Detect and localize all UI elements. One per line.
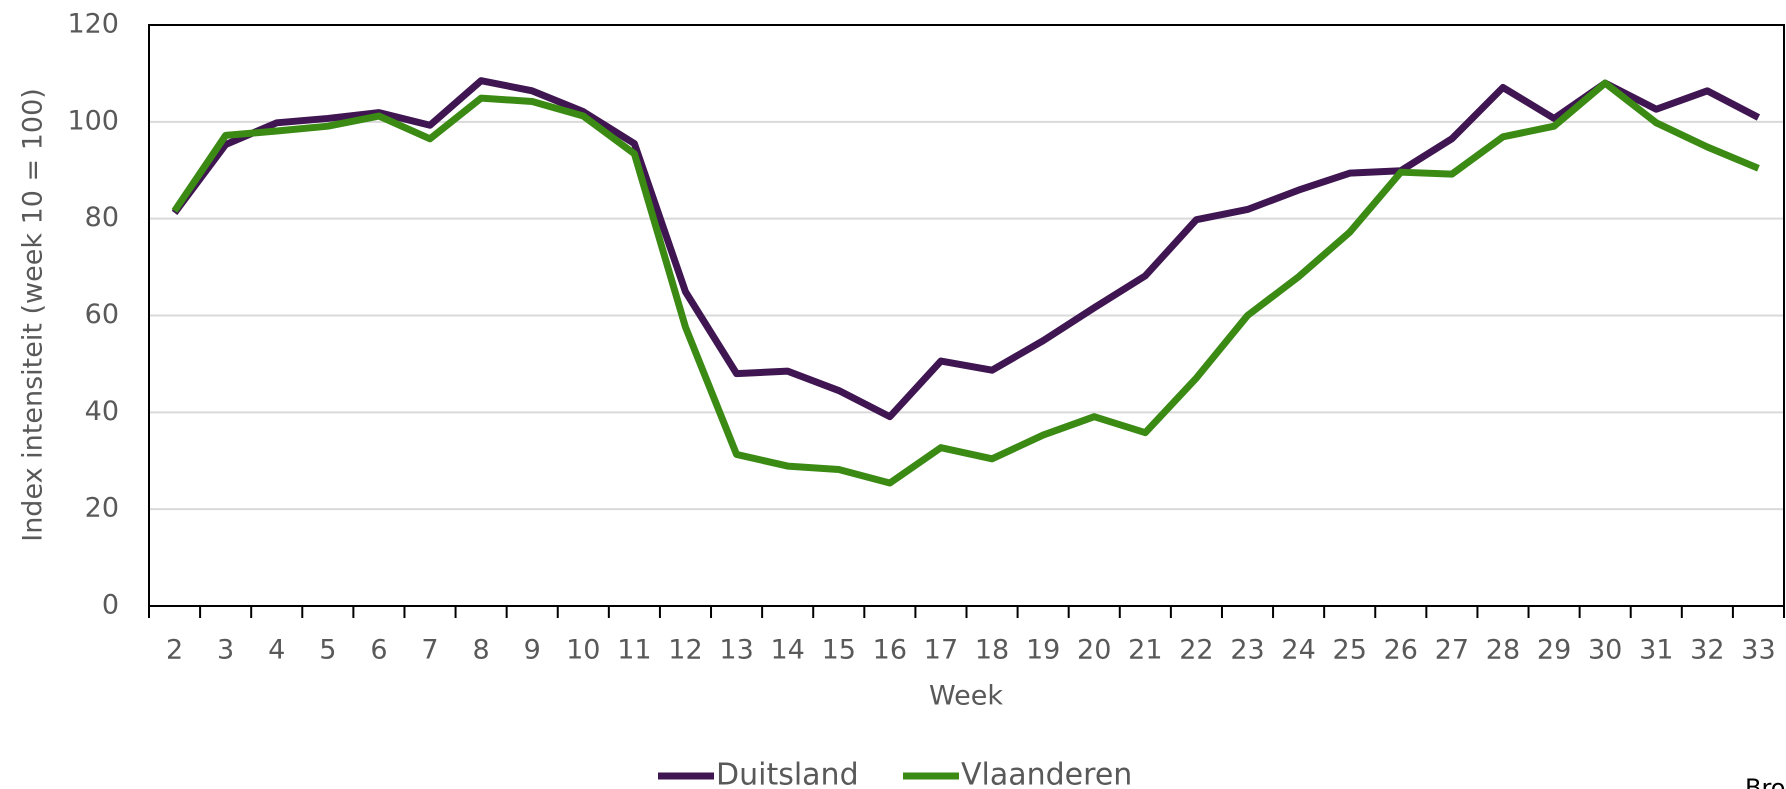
line-series xyxy=(171,79,1760,487)
x-tick-label: 31 xyxy=(1639,635,1673,666)
x-tick-label: 24 xyxy=(1281,635,1315,666)
x-tick-label: 2 xyxy=(166,635,183,666)
x-tick-label: 29 xyxy=(1537,635,1571,666)
x-tick-label: 18 xyxy=(975,635,1009,666)
x-tick-label: 33 xyxy=(1741,635,1775,666)
x-tick-label: 25 xyxy=(1333,635,1367,666)
x-tick-label: 11 xyxy=(617,635,651,666)
legend-label: Vlaanderen xyxy=(961,758,1132,789)
y-tick-label: 40 xyxy=(85,396,119,427)
x-tick-label: 19 xyxy=(1026,635,1060,666)
x-tick-label: 9 xyxy=(524,635,541,666)
x-tick-label: 26 xyxy=(1384,635,1418,666)
x-tick-label: 14 xyxy=(770,635,804,666)
x-tick-label: 7 xyxy=(421,635,438,666)
x-tick-label: 21 xyxy=(1128,635,1162,666)
x-tick-label: 28 xyxy=(1486,635,1520,666)
x-tick-label: 12 xyxy=(668,635,702,666)
y-tick-label: 80 xyxy=(85,202,119,233)
x-tick-label: 16 xyxy=(873,635,907,666)
x-tick-label: 3 xyxy=(217,635,234,666)
legend-label: Duitsland xyxy=(716,758,859,789)
line-series xyxy=(171,77,1761,421)
x-tick-label: 32 xyxy=(1690,635,1724,666)
x-axis-title: Week xyxy=(929,681,1003,712)
x-tick-label: 6 xyxy=(370,635,387,666)
x-tick-label: 8 xyxy=(473,635,490,666)
x-tick-label: 17 xyxy=(924,635,958,666)
y-tick-label: 0 xyxy=(102,590,119,621)
x-tick-label: 27 xyxy=(1435,635,1469,666)
x-tick-label: 5 xyxy=(319,635,336,666)
x-tick-label: 22 xyxy=(1179,635,1213,666)
x-tick-label: 23 xyxy=(1230,635,1264,666)
x-tick-label: 20 xyxy=(1077,635,1111,666)
y-tick-label: 100 xyxy=(67,105,119,136)
source-note: Bro xyxy=(1745,774,1786,789)
y-tick-label: 60 xyxy=(85,299,119,330)
y-tick-label: 120 xyxy=(67,9,119,40)
x-tick-label: 30 xyxy=(1588,635,1622,666)
x-tick-label: 4 xyxy=(268,635,285,666)
x-tick-label: 10 xyxy=(566,635,600,666)
x-tick-label: 13 xyxy=(719,635,753,666)
y-tick-label: 20 xyxy=(85,493,119,524)
y-axis-title: Index intensiteit (week 10 = 100) xyxy=(18,88,49,542)
x-tick-label: 15 xyxy=(822,635,856,666)
